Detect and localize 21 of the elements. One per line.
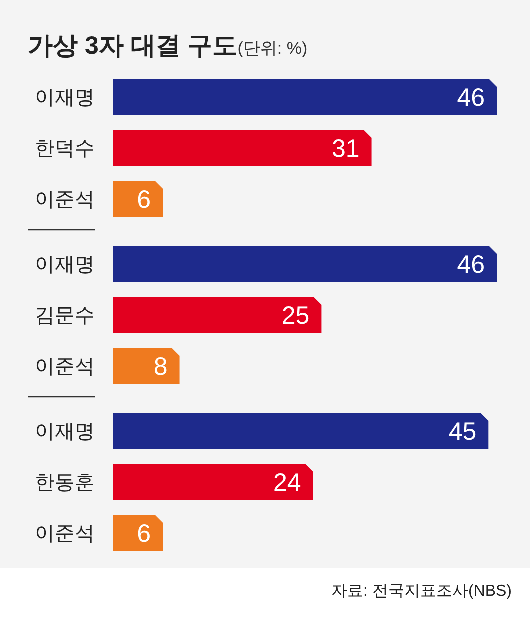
data-label: 6 [137,520,152,548]
y-tick-label: 이재명 [35,254,95,276]
data-label: 31 [332,135,360,163]
data-label: 8 [154,353,168,381]
y-tick-label: 한동훈 [35,472,95,494]
data-label: 46 [457,84,485,112]
y-tick-label: 이재명 [35,421,95,443]
chart-subtitle: (단위: %) [238,39,308,58]
chart-title: 가상 3자 대결 구도 [28,32,238,60]
y-tick-label: 이준석 [35,523,95,545]
y-tick-label: 이준석 [35,189,95,211]
y-tick-label: 이재명 [35,87,95,109]
data-label: 24 [274,469,302,497]
data-label: 45 [448,418,477,446]
data-label: 25 [282,302,310,330]
data-label: 46 [457,251,485,279]
y-tick-label: 김문수 [35,305,95,327]
y-tick-label: 이준석 [35,356,95,378]
text: 자료: 전국지표조사(NBS) [332,583,512,600]
y-tick-label: 한덕수 [35,138,95,160]
data-label: 6 [137,186,152,214]
